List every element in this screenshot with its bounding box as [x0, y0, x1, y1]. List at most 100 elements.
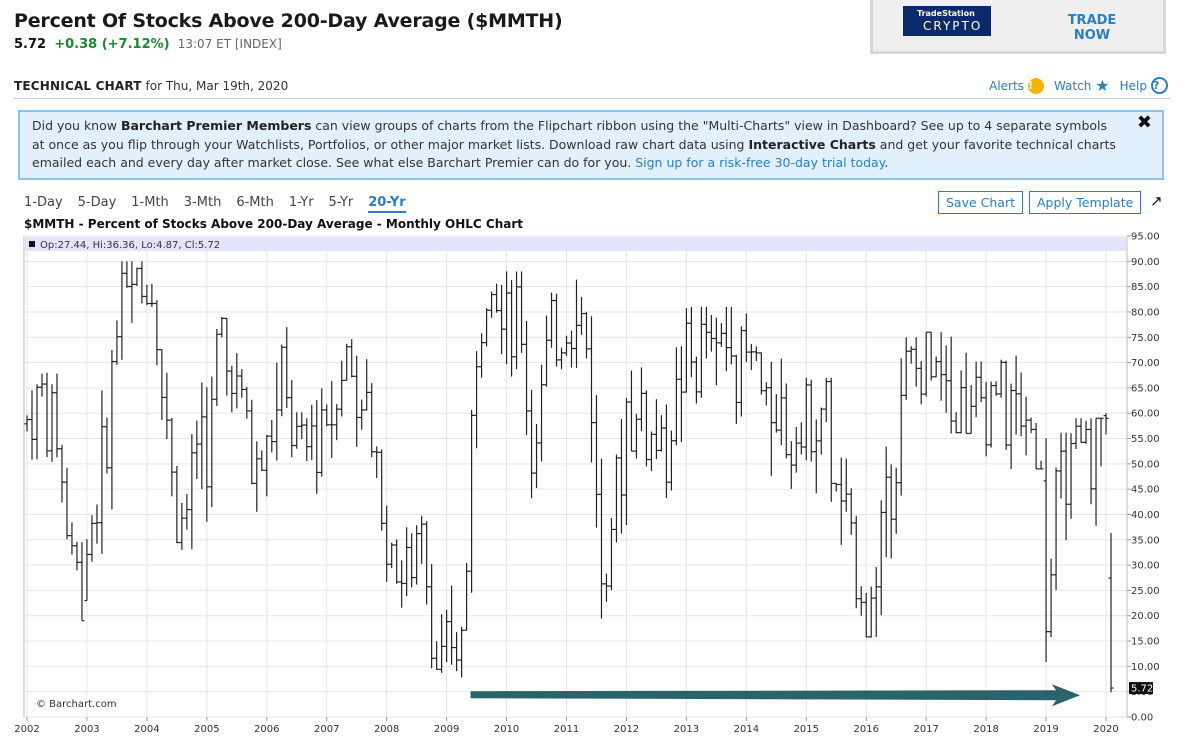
ohlc-bar [603, 573, 609, 602]
ohlc-bar [204, 387, 210, 522]
top-links: Alerts! Watch ★ Help? [989, 76, 1168, 95]
ohlc-bar [534, 424, 540, 489]
close-icon[interactable]: ✖ [1136, 112, 1152, 133]
apply-template-button[interactable]: Apply Template [1029, 191, 1142, 214]
ohlc-bar [783, 383, 789, 459]
ohlc-bar [159, 349, 165, 420]
y-tick-label: 35.00 [1131, 535, 1160, 546]
divider [14, 98, 1170, 99]
ohlc-bar [578, 296, 584, 336]
period-tab-6-mth[interactable]: 6-Mth [236, 195, 274, 210]
ohlc-bar [748, 343, 754, 371]
ohlc-bar [499, 285, 505, 355]
ohlc-bar [843, 458, 849, 512]
ohlc-bar [119, 261, 125, 360]
ohlc-bar [1028, 417, 1034, 434]
period-tab-1-mth[interactable]: 1-Mth [131, 195, 169, 210]
ohlc-bar [718, 323, 724, 347]
ohlc-bar [868, 586, 874, 638]
banner-bold-2: Interactive Charts [748, 136, 876, 152]
ohlc-bar [913, 337, 919, 387]
ohlc-bar [389, 542, 395, 569]
alerts-label: Alerts [989, 78, 1024, 93]
ohlc-bar [409, 533, 415, 588]
price-change: +0.38 (+7.12%) [54, 37, 170, 52]
y-tick-label: 80.00 [1131, 307, 1160, 318]
ohlc-bar [294, 412, 300, 449]
legend-swatch [29, 241, 35, 247]
ohlc-bar [259, 450, 265, 472]
ohlc-bar [878, 500, 884, 616]
y-tick-label: 75.00 [1131, 333, 1160, 344]
ohlc-bar [349, 339, 355, 378]
ohlc-bar [524, 320, 530, 436]
ohlc-bar [314, 399, 320, 494]
chart-date: for Thu, Mar 19th, 2020 [145, 79, 289, 93]
ohlc-bar [144, 284, 150, 306]
x-tick-label: 2012 [614, 724, 639, 735]
period-tab-20-yr[interactable]: 20-Yr [368, 195, 406, 213]
ohlc-bar [439, 614, 445, 673]
ohlc-bar [713, 317, 719, 386]
ohlc-bar [1093, 417, 1099, 526]
ohlc-bar [244, 386, 250, 419]
ad-banner[interactable]: TradeStation CRYPTO TRADE NOW [870, 0, 1166, 54]
tradestation-logo[interactable]: TradeStation CRYPTO [903, 6, 991, 36]
period-tab-1-yr[interactable]: 1-Yr [288, 195, 314, 210]
banner-text-4: . [884, 155, 889, 170]
ohlc-bar [549, 292, 555, 348]
ohlc-bar [833, 482, 839, 492]
ohlc-bar [49, 384, 55, 462]
ohlc-bar [89, 515, 95, 562]
ohlc-bar [1083, 420, 1089, 444]
period-tab-5-day[interactable]: 5-Day [77, 195, 117, 210]
ohlc-bar [1038, 460, 1044, 470]
ohlc-bar [743, 313, 749, 362]
ohlc-bar [993, 381, 999, 396]
ohlc-bar [1008, 383, 1014, 469]
y-tick-label: 50.00 [1131, 459, 1160, 470]
ohlc-bar [698, 306, 704, 398]
x-tick-label: 2005 [194, 724, 219, 735]
ohlc-bar [239, 369, 245, 398]
ohlc-bar [808, 379, 814, 462]
expand-icon[interactable]: ↗ [1150, 192, 1163, 210]
ohlc-bar [419, 515, 425, 564]
trial-link[interactable]: Sign up for a risk-free 30-day trial tod… [635, 155, 885, 170]
ohlc-bar [918, 361, 924, 405]
x-tick-label: 2011 [554, 724, 579, 735]
ohlc-bar [199, 382, 205, 490]
save-chart-button[interactable]: Save Chart [938, 191, 1024, 214]
ohlc-bar [988, 381, 994, 448]
ohlc-bar [99, 390, 105, 554]
ohlc-bar [559, 347, 565, 370]
ohlc-bar [788, 441, 794, 489]
ohlc-bar [79, 542, 85, 622]
ohlc-bar [399, 560, 405, 608]
watch-link[interactable]: Watch ★ [1054, 76, 1110, 95]
ohlc-bar [309, 404, 315, 460]
ohlc-bar [184, 494, 190, 530]
ohlc-bar [264, 434, 270, 497]
trade-now-link[interactable]: TRADE NOW [1067, 13, 1117, 43]
ohlc-bar [883, 446, 889, 558]
ohlc-bar [573, 279, 579, 368]
period-tab-3-mth[interactable]: 3-Mth [183, 195, 222, 210]
help-link[interactable]: Help? [1120, 77, 1168, 94]
ohlc-bar [903, 337, 909, 401]
ohlc-bar [923, 331, 929, 397]
ohlc-bar [299, 412, 305, 440]
period-tab-5-yr[interactable]: 5-Yr [328, 195, 354, 210]
help-icon: ? [1151, 77, 1168, 94]
alerts-link[interactable]: Alerts! [989, 77, 1044, 94]
ohlc-bar [673, 347, 679, 446]
last-value-box [1129, 682, 1153, 695]
ohlc-bar [848, 488, 854, 535]
ohlc-bar [638, 367, 644, 432]
ohlc-bar [1073, 418, 1079, 450]
ohlc-bar [738, 326, 744, 417]
ohlc-bar [504, 271, 510, 365]
period-tab-1-day[interactable]: 1-Day [24, 195, 63, 210]
ohlc-bar [678, 346, 684, 443]
